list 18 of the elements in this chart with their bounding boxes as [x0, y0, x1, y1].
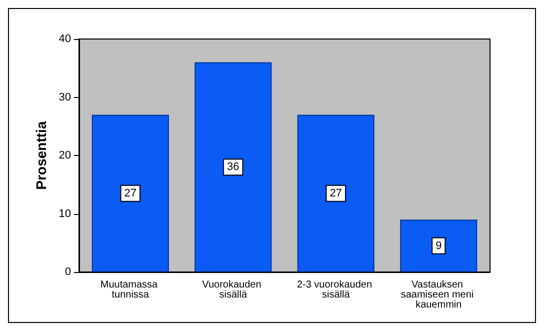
bar [297, 114, 374, 272]
y-tick-label: 10 [58, 208, 71, 220]
data-label: 36 [227, 161, 240, 174]
x-tick-label: 2-3 vuorokauden sisällä [296, 280, 375, 300]
data-label: 9 [436, 240, 442, 252]
x-tick-label: Vuorokauden sisällä [202, 280, 264, 300]
y-tick-label: 30 [58, 91, 71, 104]
bar [194, 62, 272, 272]
y-axis-title: Prosenttia [32, 121, 49, 190]
bar [92, 114, 169, 272]
x-tick-label: Muutamassa tunnissa [100, 280, 160, 300]
data-label: 27 [124, 187, 136, 200]
y-tick-label: 0 [64, 266, 71, 278]
y-tick-label: 40 [58, 33, 71, 45]
y-tick-label: 20 [58, 150, 71, 162]
data-label: 27 [330, 187, 342, 200]
x-tick-label: Vastauksen saamiseen meni kauemmin [400, 280, 476, 310]
bar [400, 220, 478, 272]
